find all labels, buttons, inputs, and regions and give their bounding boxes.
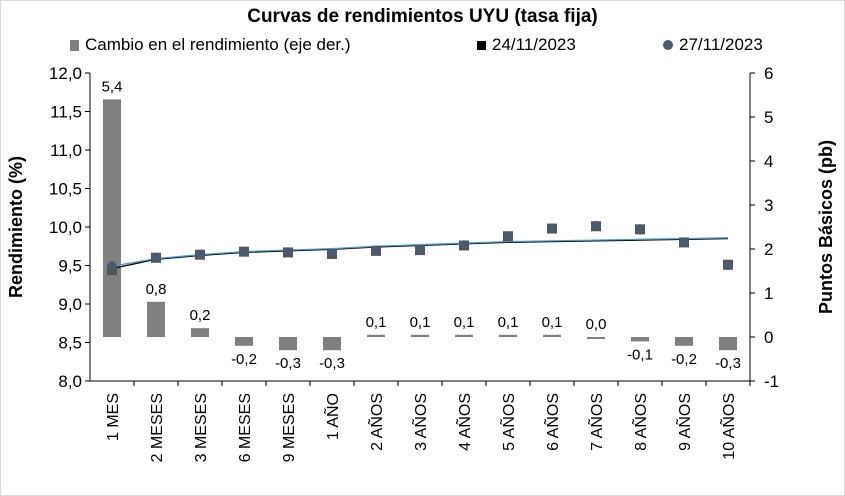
- x-tick-label: 5 AÑOS: [498, 393, 518, 451]
- change-bar: [675, 337, 693, 346]
- x-tick-label: 6 MESES: [237, 393, 254, 462]
- marker-27-11-circle: [591, 220, 601, 230]
- legend-bars-label: Cambio en el rendimiento (eje der.): [85, 35, 351, 54]
- change-bar: [323, 337, 341, 351]
- right-tick-label: 6: [764, 64, 773, 83]
- bar-data-label: 0,1: [542, 314, 563, 331]
- change-bar: [587, 337, 605, 339]
- left-tick-label: 12,0: [49, 64, 82, 83]
- left-tick-label: 11,5: [50, 103, 82, 122]
- x-tick-label: 3 AÑOS: [410, 393, 430, 451]
- bar-data-label: 0,8: [146, 281, 167, 298]
- change-bar: [499, 334, 517, 337]
- change-bar: [543, 334, 561, 337]
- marker-27-11-circle: [283, 247, 293, 257]
- change-bar: [147, 301, 165, 337]
- x-tick-label: 9 AÑOS: [674, 393, 694, 451]
- marker-27-11-circle: [635, 225, 645, 235]
- fit-curve-27-11: [111, 237, 729, 267]
- left-tick-label: 9,0: [58, 295, 82, 314]
- left-axis-title: Rendimiento (%): [6, 156, 26, 298]
- legend-series-1: 24/11/2023: [477, 35, 576, 55]
- left-tick-label: 10,5: [49, 180, 82, 199]
- bar-data-label: 0,1: [498, 314, 519, 331]
- x-tick-label: 8 AÑOS: [630, 393, 650, 451]
- x-tick-label: 6 AÑOS: [542, 393, 562, 451]
- marker-27-11-circle: [327, 249, 337, 259]
- bar-data-label: -0,3: [275, 355, 301, 372]
- marker-27-11-circle: [415, 245, 425, 255]
- bar-data-label: -0,2: [671, 351, 697, 368]
- right-tick-label: 5: [764, 108, 773, 127]
- bar-data-label: -0,3: [715, 355, 741, 372]
- marker-24-11-square: [107, 265, 117, 276]
- left-tick-label: 8,5: [58, 334, 82, 353]
- left-tick-label: 9,5: [58, 257, 82, 276]
- legend-series-2: 27/11/2023: [663, 35, 763, 55]
- right-tick-label: 4: [764, 152, 773, 171]
- marker-27-11-circle: [679, 237, 689, 247]
- marker-27-11-circle: [151, 252, 161, 262]
- legend-square-marker: [477, 40, 486, 50]
- bar-data-label: 0,1: [410, 314, 431, 331]
- marker-27-11-circle: [107, 261, 117, 270]
- right-tick-label: 0: [764, 328, 773, 347]
- change-bar: [455, 334, 473, 337]
- bar-data-label: 0,1: [366, 314, 387, 331]
- legend-circle-marker: [663, 40, 673, 50]
- change-bar: [411, 334, 429, 337]
- x-tick-label: 2 AÑOS: [366, 393, 386, 451]
- change-bar: [719, 337, 737, 351]
- x-tick-label: 4 AÑOS: [454, 393, 474, 451]
- legend-bar-swatch: [70, 39, 79, 51]
- bar-data-label: -0,3: [319, 355, 345, 372]
- marker-27-11-circle: [459, 240, 469, 250]
- marker-27-11-circle: [723, 261, 733, 270]
- marker-27-11-circle: [547, 224, 557, 234]
- bar-data-label: 0,2: [190, 307, 211, 324]
- right-tick-label: -1: [764, 372, 779, 391]
- right-tick-label: 3: [764, 196, 773, 215]
- left-tick-label: 8,0: [58, 372, 82, 391]
- change-bar: [235, 337, 253, 346]
- x-tick-label: 1 MES: [105, 393, 122, 441]
- right-axis-title: Puntos Básicos (pb): [816, 140, 836, 314]
- marker-27-11-circle: [371, 245, 381, 255]
- bar-data-label: -0,2: [231, 351, 257, 368]
- right-tick-label: 1: [764, 284, 773, 303]
- bar-data-label: 0,1: [454, 314, 475, 331]
- left-tick-label: 10,0: [49, 218, 82, 237]
- legend-series-2-label: 27/11/2023: [679, 35, 763, 54]
- x-tick-label: 2 MESES: [149, 393, 166, 462]
- x-tick-label: 1 AÑO: [322, 393, 342, 440]
- bar-data-label: 0,0: [586, 316, 607, 333]
- right-tick-label: 2: [764, 240, 773, 259]
- marker-27-11-circle: [195, 249, 205, 259]
- left-tick-label: 11,0: [50, 141, 82, 160]
- chart-title: Curvas de rendimientos UYU (tasa fija): [247, 6, 598, 27]
- legend-bars: Cambio en el rendimiento (eje der.): [70, 35, 351, 55]
- x-tick-label: 9 MESES: [281, 393, 298, 462]
- change-bar: [103, 99, 121, 338]
- legend-series-1-label: 24/11/2023: [492, 35, 576, 54]
- marker-27-11-circle: [503, 231, 513, 241]
- change-bar: [279, 337, 297, 351]
- marker-27-11-circle: [239, 247, 249, 257]
- x-tick-label: 3 MESES: [193, 393, 210, 462]
- bar-data-label: -0,1: [627, 346, 653, 363]
- change-bar: [631, 337, 649, 342]
- x-tick-label: 7 AÑOS: [586, 393, 606, 451]
- change-bar: [367, 334, 385, 337]
- bar-data-label: 5,4: [102, 78, 123, 95]
- x-tick-label: 10 AÑOS: [718, 393, 738, 460]
- change-bar: [191, 328, 209, 337]
